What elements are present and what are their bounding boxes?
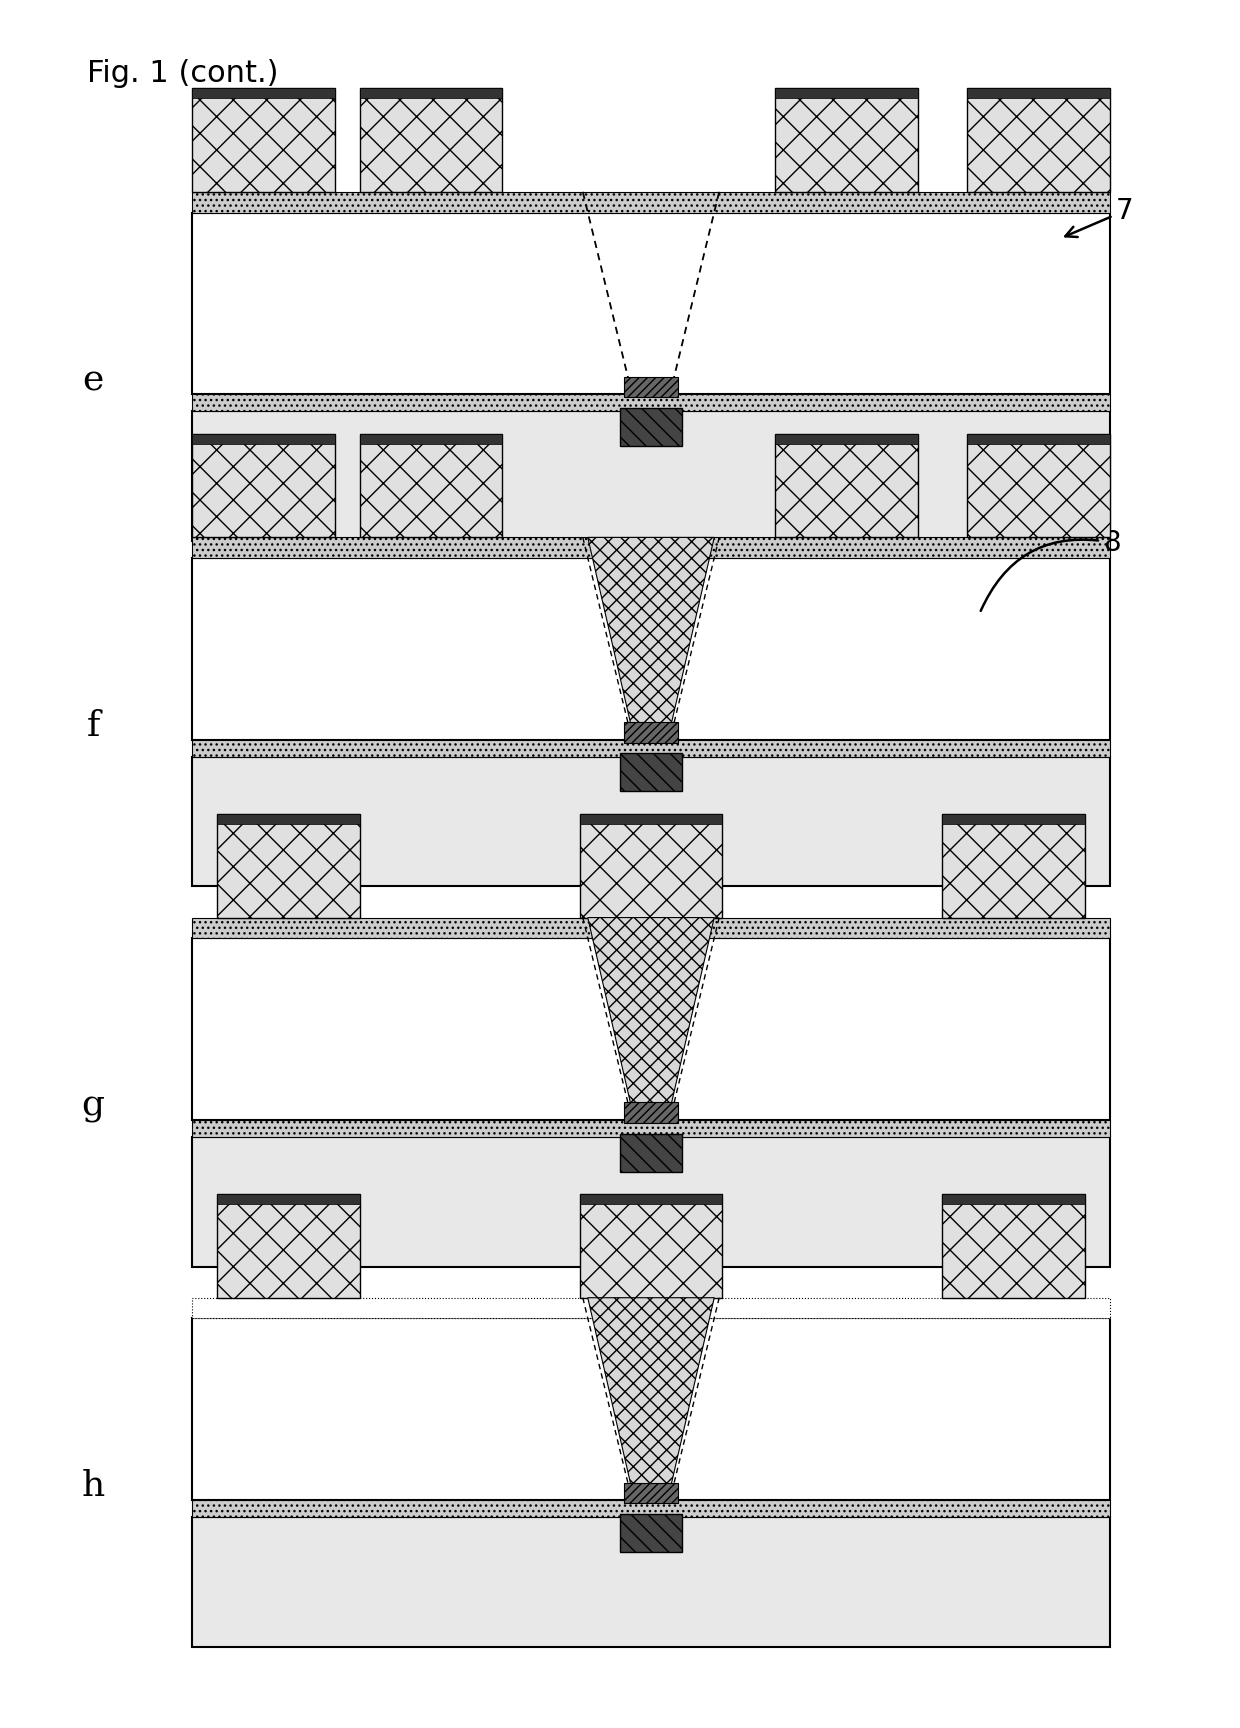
Bar (942, 1194, 1085, 1298)
Bar (217, 814, 360, 918)
Bar (580, 1194, 722, 1298)
Bar (360, 88, 502, 98)
Bar (942, 814, 1085, 824)
Bar (192, 1500, 1110, 1517)
Polygon shape (588, 918, 714, 1106)
Bar (192, 1318, 1110, 1500)
Text: h: h (82, 1469, 104, 1503)
Bar (580, 814, 722, 918)
Text: Fig. 1 (cont.): Fig. 1 (cont.) (87, 59, 278, 88)
Bar (192, 434, 335, 537)
Bar (967, 434, 1110, 537)
Bar (192, 88, 335, 192)
Bar (775, 88, 918, 192)
Bar (624, 1483, 678, 1503)
Bar (192, 918, 1110, 938)
Bar (580, 1194, 722, 1204)
Bar (967, 434, 1110, 444)
Bar (192, 1137, 1110, 1267)
Bar (192, 213, 1110, 394)
Bar (192, 1120, 1110, 1137)
Bar (360, 434, 502, 537)
Bar (192, 938, 1110, 1120)
Bar (775, 434, 918, 537)
Bar (192, 537, 1110, 558)
Bar (580, 814, 722, 824)
Bar (620, 1134, 682, 1172)
Bar (192, 394, 1110, 411)
Bar (620, 753, 682, 791)
Bar (360, 434, 502, 444)
Bar (217, 1194, 360, 1298)
Bar (192, 434, 335, 444)
Bar (942, 1194, 1085, 1204)
Bar (192, 192, 1110, 213)
Bar (192, 757, 1110, 886)
Bar (192, 558, 1110, 740)
Bar (217, 1194, 360, 1204)
Bar (192, 1298, 1110, 1318)
Bar (775, 434, 918, 444)
Bar (192, 1517, 1110, 1647)
Bar (620, 1514, 682, 1552)
Bar (217, 814, 360, 824)
Bar (967, 88, 1110, 98)
Text: g: g (82, 1089, 104, 1123)
Bar (624, 377, 678, 397)
Bar (775, 88, 918, 98)
Bar (192, 411, 1110, 541)
Bar (942, 814, 1085, 918)
Bar (624, 722, 678, 743)
Bar (624, 1102, 678, 1123)
Bar (360, 88, 502, 192)
Text: f: f (87, 708, 99, 743)
Text: 8: 8 (981, 529, 1121, 612)
Text: 7: 7 (1065, 197, 1133, 237)
Polygon shape (588, 1298, 714, 1486)
Bar (620, 408, 682, 446)
Text: e: e (82, 363, 104, 397)
Bar (192, 88, 335, 98)
Polygon shape (588, 537, 714, 726)
Bar (192, 740, 1110, 757)
Bar (967, 88, 1110, 192)
